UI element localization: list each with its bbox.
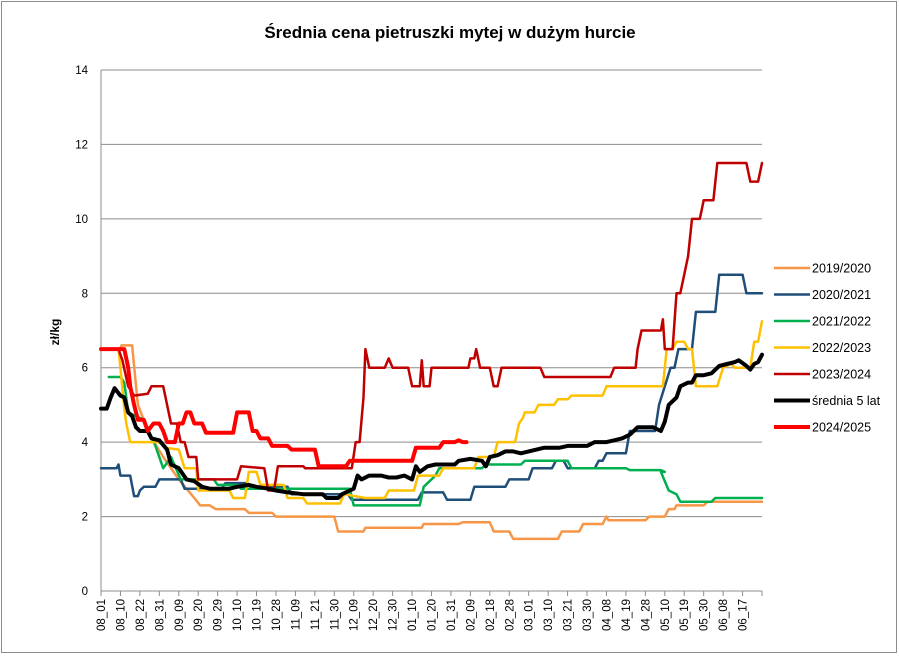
legend: 2019/2020 2020/2021 2021/2022 2022/2023 2023…	[774, 262, 881, 435]
x-tick-label: 04_19	[621, 599, 633, 631]
legend-label: 2020/2021	[812, 288, 871, 302]
x-tick-label: 02_09	[465, 599, 477, 631]
y-tick-label: 6	[82, 363, 88, 375]
x-tick-label: 11_30	[329, 599, 341, 630]
x-tick-label: 08_22	[135, 599, 147, 631]
x-tick-label: 01_10	[407, 599, 419, 631]
legend-label: 2023/2024	[812, 368, 871, 382]
x-tick-label: 09_29	[213, 599, 225, 631]
x-tick-label: 02_28	[504, 599, 516, 631]
x-tick-label: 08_01	[96, 599, 108, 631]
x-tick-label: 08_10	[115, 599, 127, 631]
x-axis-ticks: 08_01 08_10 08_22 08_31 09_09 09_20 09_29 10_10…	[96, 599, 750, 631]
x-tick-label: 12_09	[349, 599, 361, 631]
x-tick-label: 09_20	[193, 599, 205, 631]
y-tick-label: 0	[82, 586, 88, 598]
x-tick-label: 10_28	[271, 599, 283, 631]
series-line-6	[99, 347, 469, 469]
x-tick-label: 03_10	[543, 599, 555, 631]
x-tick-label: 09_09	[174, 599, 186, 631]
x-tick-label: 05_30	[699, 599, 711, 631]
series-line-1	[99, 273, 764, 502]
x-tick-label: 02_18	[485, 599, 497, 631]
y-tick-label: 8	[82, 288, 88, 300]
x-tick-label: 10_19	[252, 599, 264, 631]
y-tick-label: 2	[82, 512, 88, 524]
x-tick-label: 03_30	[582, 599, 594, 631]
x-tick-label: 06_17	[738, 599, 750, 631]
y-tick-label: 10	[75, 214, 88, 226]
axes	[100, 70, 763, 596]
x-tick-label: 03_01	[524, 599, 536, 631]
x-tick-label: 04_08	[601, 599, 613, 631]
series-line-5	[99, 352, 764, 500]
y-tick-label: 4	[82, 437, 89, 449]
legend-label: 2022/2023	[812, 341, 871, 355]
x-tick-label: 08_31	[154, 599, 166, 631]
series-lines	[99, 161, 764, 541]
x-tick-label: 11_09	[290, 599, 302, 630]
y-axis-label: zł/kg	[48, 319, 62, 346]
x-tick-label: 10_10	[232, 599, 244, 631]
x-tick-label: 05_19	[679, 599, 691, 631]
x-tick-label: 06_08	[718, 599, 730, 631]
series-line-2	[107, 375, 764, 507]
y-axis-ticks: 0 2 4 6 8 10 12 14	[75, 65, 88, 598]
y-tick-label: 12	[75, 139, 88, 151]
chart-title: Średnia cena pietruszki mytej w dużym hu…	[264, 23, 635, 42]
x-tick-label: 03_21	[563, 599, 575, 631]
legend-label: średnia 5 lat	[812, 394, 881, 408]
y-tick-label: 14	[75, 65, 88, 77]
series-line-4	[103, 161, 764, 492]
grid-lines	[101, 69, 762, 592]
x-tick-label: 04_28	[640, 599, 652, 631]
legend-label: 2021/2022	[812, 315, 871, 329]
x-tick-label: 01_31	[446, 599, 458, 631]
x-tick-label: 12_20	[368, 599, 380, 631]
x-tick-label: 11_21	[310, 599, 322, 630]
legend-label: 2024/2025	[812, 421, 871, 435]
x-tick-label: 12_30	[388, 599, 400, 631]
x-tick-label: 01_20	[427, 599, 439, 631]
legend-label: 2019/2020	[812, 262, 871, 276]
x-tick-label: 05_10	[660, 599, 672, 631]
